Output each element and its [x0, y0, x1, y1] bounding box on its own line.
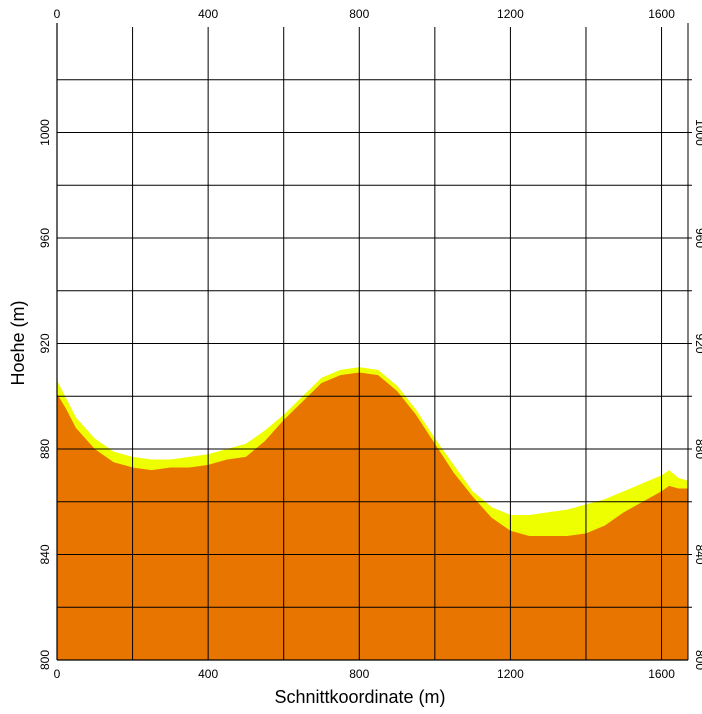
x-tick-label-bottom: 0 [54, 667, 61, 681]
y-tick-label-left: 960 [38, 228, 52, 248]
x-tick-label-top: 400 [198, 7, 218, 21]
y-tick-label-right: 880 [693, 439, 702, 459]
x-axis-title: Schnittkoordinate (m) [274, 687, 445, 707]
y-tick-label-right: 1000 [693, 119, 702, 146]
y-tick-label-left: 840 [38, 544, 52, 564]
x-tick-label-top: 1600 [648, 7, 675, 21]
x-tick-label-top: 1200 [497, 7, 524, 21]
y-tick-label-right: 840 [693, 544, 702, 564]
fill-layer [57, 367, 688, 660]
y-tick-label-right: 800 [693, 650, 702, 670]
y-tick-label-right: 920 [693, 333, 702, 353]
tick-label-layer: 0 0 400 400 800 800 1200 1200 1600 1600 800 800 840 8… [38, 7, 702, 681]
x-tick-label-top: 800 [349, 7, 369, 21]
x-tick-label-bottom: 1200 [497, 667, 524, 681]
grid-layer [56, 23, 692, 661]
y-tick-label-right: 960 [693, 228, 702, 248]
y-axis-title: Hoehe (m) [8, 300, 28, 385]
y-tick-label-left: 1000 [38, 119, 52, 146]
x-tick-label-bottom: 400 [198, 667, 218, 681]
x-tick-label-bottom: 800 [349, 667, 369, 681]
x-tick-label-bottom: 1600 [648, 667, 675, 681]
x-tick-label-top: 0 [54, 7, 61, 21]
ground-area [57, 372, 688, 660]
y-tick-label-left: 880 [38, 439, 52, 459]
y-tick-label-left: 920 [38, 333, 52, 353]
y-tick-label-left: 800 [38, 650, 52, 670]
